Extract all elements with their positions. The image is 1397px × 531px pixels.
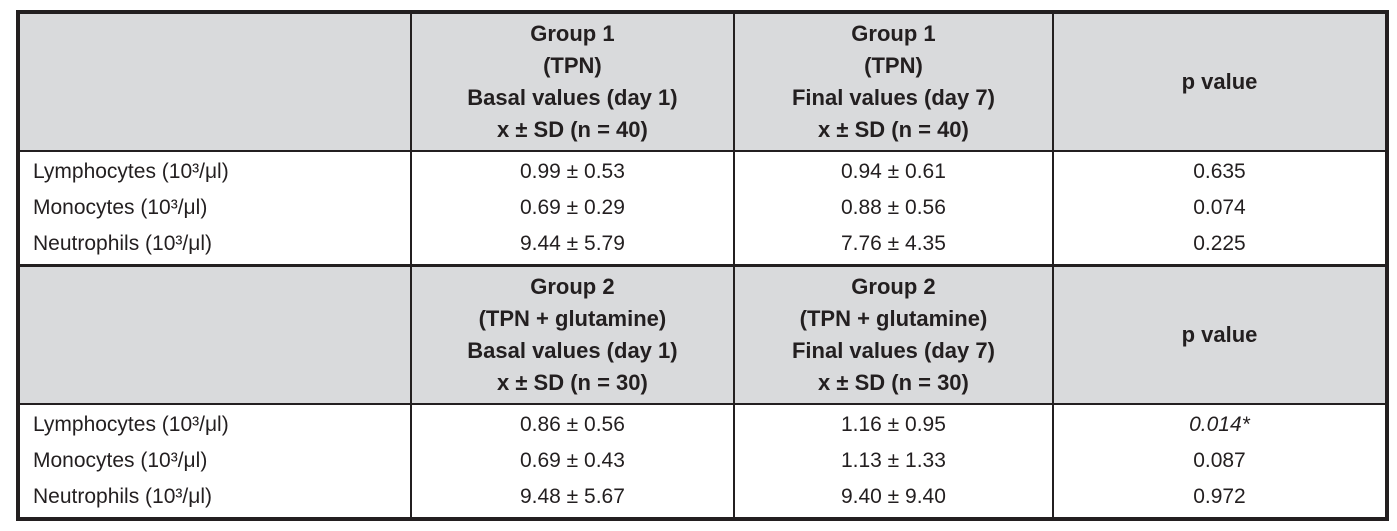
row-label-cell: Neutrophils (10³/μl) (18, 479, 411, 519)
group2-final-header: Group 2 (TPN + glutamine) Final values (… (732, 264, 1053, 405)
p-value-cell: 0.074 (1051, 190, 1387, 226)
p-value-header: p value (1051, 10, 1387, 152)
final-value-cell: 7.76 ± 4.35 (732, 226, 1053, 266)
p-value-cell: 0.972 (1051, 479, 1387, 519)
row-label-cell: Lymphocytes (10³/μl) (18, 404, 411, 443)
row-label-cell: Monocytes (10³/μl) (18, 190, 411, 226)
table-row: Monocytes (10³/μl) 0.69 ± 0.43 1.13 ± 1.… (18, 443, 1387, 479)
p-value-cell: 0.087 (1051, 443, 1387, 479)
group1-final-header: Group 1 (TPN) Final values (day 7) x ± S… (732, 10, 1053, 152)
group1-header-row: Group 1 (TPN) Basal values (day 1) x ± S… (18, 10, 1387, 152)
basal-value-cell: 0.86 ± 0.56 (409, 404, 734, 443)
group2-basal-header: Group 2 (TPN + glutamine) Basal values (… (409, 264, 734, 405)
final-value-cell: 0.94 ± 0.61 (732, 151, 1053, 190)
table-row: Neutrophils (10³/μl) 9.44 ± 5.79 7.76 ± … (18, 226, 1387, 266)
group2-header-row: Group 2 (TPN + glutamine) Basal values (… (18, 264, 1387, 405)
basal-value-cell: 9.44 ± 5.79 (409, 226, 734, 266)
basal-value-cell: 0.69 ± 0.29 (409, 190, 734, 226)
table-row: Monocytes (10³/μl) 0.69 ± 0.29 0.88 ± 0.… (18, 190, 1387, 226)
p-value-cell: 0.635 (1051, 151, 1387, 190)
basal-value-cell: 0.99 ± 0.53 (409, 151, 734, 190)
table-row: Lymphocytes (10³/μl) 0.86 ± 0.56 1.16 ± … (18, 404, 1387, 443)
row-label-cell: Lymphocytes (10³/μl) (18, 151, 411, 190)
results-table: Group 1 (TPN) Basal values (day 1) x ± S… (16, 10, 1389, 521)
p-value-header: p value (1051, 264, 1387, 405)
final-value-cell: 1.16 ± 0.95 (732, 404, 1053, 443)
p-value-cell: 0.014* (1051, 404, 1387, 443)
row-label-cell: Neutrophils (10³/μl) (18, 226, 411, 266)
final-value-cell: 9.40 ± 9.40 (732, 479, 1053, 519)
table-row: Neutrophils (10³/μl) 9.48 ± 5.67 9.40 ± … (18, 479, 1387, 519)
final-value-cell: 0.88 ± 0.56 (732, 190, 1053, 226)
final-value-cell: 1.13 ± 1.33 (732, 443, 1053, 479)
row-label-cell: Monocytes (10³/μl) (18, 443, 411, 479)
basal-value-cell: 9.48 ± 5.67 (409, 479, 734, 519)
table-row: Lymphocytes (10³/μl) 0.99 ± 0.53 0.94 ± … (18, 151, 1387, 190)
p-value-cell: 0.225 (1051, 226, 1387, 266)
basal-value-cell: 0.69 ± 0.43 (409, 443, 734, 479)
empty-header-cell (18, 264, 411, 405)
group1-basal-header: Group 1 (TPN) Basal values (day 1) x ± S… (409, 10, 734, 152)
empty-header-cell (18, 10, 411, 152)
